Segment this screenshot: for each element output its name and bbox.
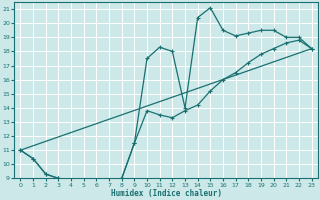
X-axis label: Humidex (Indice chaleur): Humidex (Indice chaleur) [110, 189, 221, 198]
